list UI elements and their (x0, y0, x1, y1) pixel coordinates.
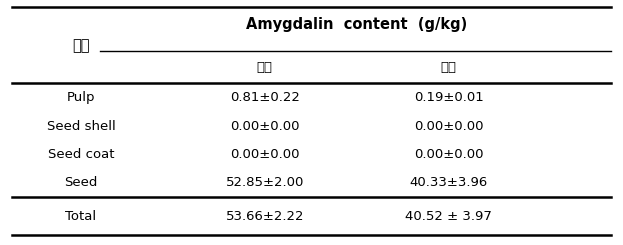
Text: 0.00±0.00: 0.00±0.00 (414, 148, 483, 161)
Text: 53.66±2.22: 53.66±2.22 (226, 210, 304, 223)
Text: 0.81±0.22: 0.81±0.22 (230, 91, 300, 104)
Text: Seed: Seed (64, 176, 98, 189)
Text: 40.33±3.96: 40.33±3.96 (409, 176, 488, 189)
Text: 0.00±0.00: 0.00±0.00 (230, 148, 300, 161)
Text: 0.19±0.01: 0.19±0.01 (414, 91, 483, 104)
Text: Seed shell: Seed shell (47, 120, 115, 133)
Text: 황매: 황매 (440, 61, 457, 74)
Text: Seed coat: Seed coat (48, 148, 114, 161)
Text: 0.00±0.00: 0.00±0.00 (414, 120, 483, 133)
Text: 0.00±0.00: 0.00±0.00 (230, 120, 300, 133)
Text: 부위: 부위 (72, 38, 90, 53)
Text: 청매: 청매 (257, 61, 273, 74)
Text: 40.52 ± 3.97: 40.52 ± 3.97 (405, 210, 492, 223)
Text: Total: Total (65, 210, 97, 223)
Text: 52.85±2.00: 52.85±2.00 (226, 176, 304, 189)
Text: Pulp: Pulp (67, 91, 95, 104)
Text: Amygdalin  content  (g/kg): Amygdalin content (g/kg) (246, 17, 467, 32)
